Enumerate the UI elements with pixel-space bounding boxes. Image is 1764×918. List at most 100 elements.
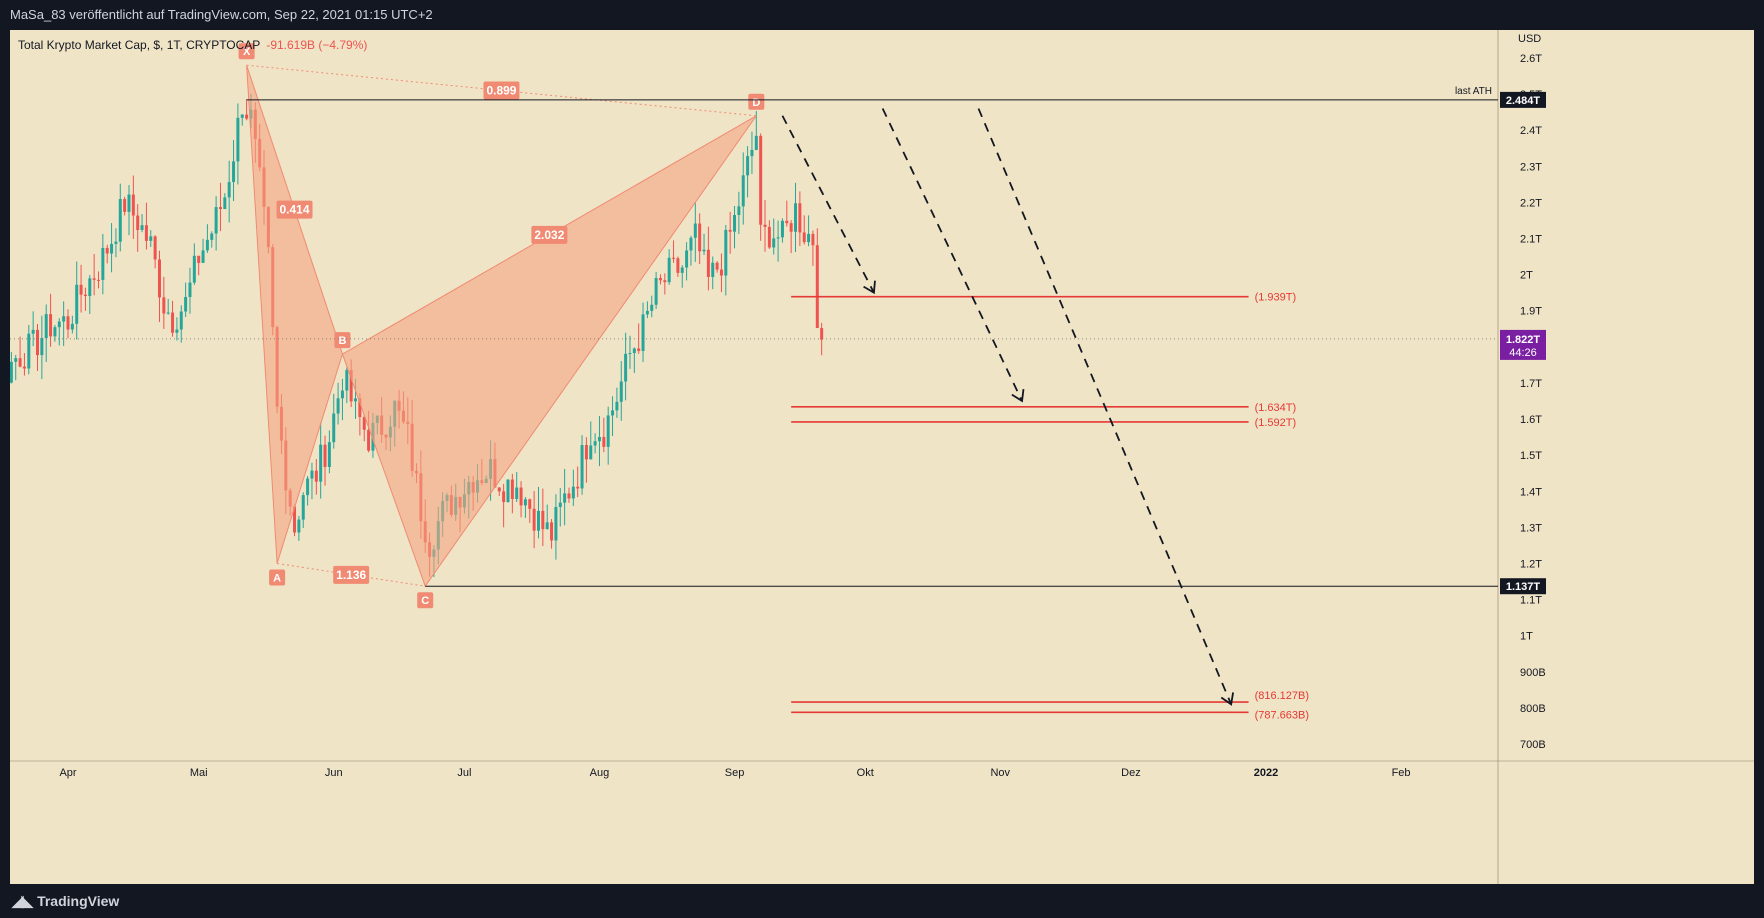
candle-body	[336, 398, 340, 414]
projection-arrow-line[interactable]	[977, 108, 1232, 705]
tradingview-logo[interactable]: ◢◣ TradingView	[12, 892, 119, 910]
publisher-info: MaSa_83 veröffentlicht auf TradingView.c…	[10, 7, 433, 22]
pattern-triangle-xab	[246, 65, 343, 564]
ratio-label: 0.899	[486, 83, 516, 97]
candle-body	[789, 223, 793, 232]
candle-body	[606, 415, 610, 447]
candle-body	[62, 316, 66, 322]
y-tick-label: 900B	[1520, 667, 1546, 679]
pattern-point-badge[interactable]	[238, 43, 255, 60]
candle-body	[140, 225, 144, 231]
candle-body	[323, 444, 327, 467]
candle-body	[532, 508, 536, 531]
candle-body	[179, 311, 183, 330]
pattern-point-label: C	[421, 595, 429, 607]
y-tick-label: 2.1T	[1520, 234, 1542, 246]
price-tag-label: 1.137T	[1506, 581, 1541, 593]
candle-body	[22, 366, 26, 369]
target-label: (1.592T)	[1255, 417, 1297, 429]
candle-body	[567, 493, 571, 499]
projection-arrow-line[interactable]	[881, 108, 1023, 402]
candle-body	[92, 278, 96, 280]
candle-body	[57, 321, 61, 328]
x-tick-label: Apr	[59, 767, 76, 779]
candle-body	[27, 333, 31, 369]
candle-body	[88, 278, 92, 297]
pattern-point-badge[interactable]	[417, 592, 434, 609]
candle-body	[776, 237, 780, 239]
candle-body	[685, 250, 689, 268]
candle-body	[820, 328, 824, 340]
pattern-point-label: B	[338, 335, 346, 347]
pattern-point-badge[interactable]	[334, 332, 351, 349]
candle-body	[301, 495, 305, 520]
target-label: (787.663B)	[1255, 709, 1309, 721]
x-tick-label: Dez	[1121, 767, 1141, 779]
currency-label: USD	[1518, 33, 1541, 45]
candle-body	[523, 499, 527, 506]
candle-body	[66, 316, 70, 330]
candle-body	[201, 250, 205, 263]
candle-body	[650, 304, 654, 311]
pattern-point-badge[interactable]	[748, 93, 765, 110]
candle-body	[680, 267, 684, 273]
x-tick-label: 2022	[1254, 767, 1278, 779]
candle-body	[53, 327, 57, 337]
candle-body	[149, 236, 153, 241]
candle-body	[545, 522, 549, 530]
candle-body	[728, 229, 732, 232]
candle-body	[593, 441, 597, 446]
y-tick-label: 700B	[1520, 739, 1546, 751]
candle-body	[14, 358, 18, 362]
candle-body	[166, 312, 170, 314]
symbol-legend[interactable]: Total Krypto Market Cap, $, 1T, CRYPTOCA…	[18, 38, 367, 52]
candle-body	[184, 296, 188, 312]
candle-body	[49, 314, 53, 337]
x-tick-label: Sep	[725, 767, 745, 779]
candle-body	[602, 436, 606, 447]
x-tick-label: Okt	[857, 767, 874, 779]
candle-body	[367, 429, 371, 451]
candle-body	[105, 247, 109, 254]
level-note: last ATH	[1455, 86, 1492, 97]
candle-body	[240, 114, 244, 118]
candle-body	[645, 310, 649, 315]
candle-body	[358, 398, 362, 418]
candle-body	[611, 410, 615, 416]
x-tick-label: Jun	[325, 767, 343, 779]
y-tick-label: 1.2T	[1520, 558, 1542, 570]
candle-body	[114, 241, 118, 244]
candle-body	[218, 207, 222, 210]
candle-body	[550, 522, 554, 541]
current-price-tag	[1500, 329, 1546, 360]
y-tick-label: 2T	[1520, 270, 1533, 282]
candle-body	[759, 135, 763, 225]
candle-body	[628, 353, 632, 355]
candle-body	[232, 161, 236, 183]
candle-body	[597, 436, 601, 442]
projection-arrow-line[interactable]	[781, 115, 875, 294]
candle-body	[157, 259, 161, 298]
candle-body	[75, 284, 79, 324]
price-tag-label: 2.484T	[1506, 95, 1541, 107]
pattern-point-badge[interactable]	[269, 569, 286, 586]
y-tick-label: 1.7T	[1520, 378, 1542, 390]
candle-body	[44, 314, 48, 339]
candle-body	[101, 247, 105, 280]
candle-body	[197, 255, 201, 263]
candle-body	[188, 282, 192, 297]
candle-body	[615, 401, 619, 411]
y-tick-label: 1.3T	[1520, 522, 1542, 534]
chart-canvas[interactable]: 2.6T2.5T2.4T2.3T2.2T2.1T2T1.9T1.8T1.7T1.…	[10, 30, 1754, 884]
ratio-label: 2.032	[534, 228, 564, 242]
projection-arrow-head	[1011, 388, 1025, 403]
x-tick-label: Aug	[590, 767, 610, 779]
candle-body	[123, 199, 127, 212]
candle-body	[576, 486, 580, 489]
current-price-label: 1.822T	[1506, 334, 1541, 346]
target-label: (1.939T)	[1255, 292, 1297, 304]
candle-body	[349, 370, 353, 402]
candle-body	[785, 220, 789, 224]
candle-body	[658, 278, 662, 281]
price-tag-bg	[1500, 91, 1546, 108]
